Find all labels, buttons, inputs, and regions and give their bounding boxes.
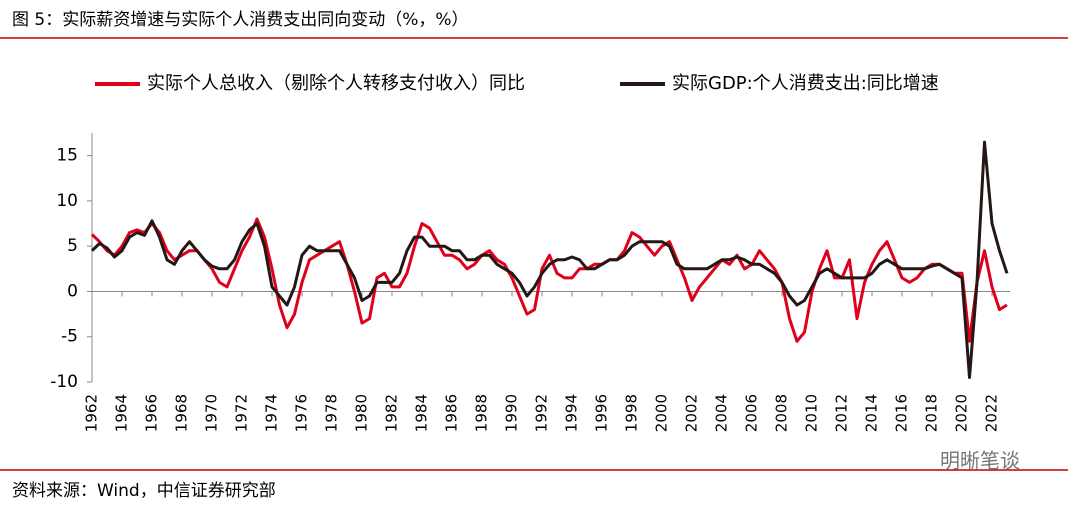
x-tick-label: 1984 bbox=[413, 394, 431, 432]
y-tick-label: -10 bbox=[50, 372, 78, 392]
legend-label: 实际GDP:个人消费支出:同比增速 bbox=[672, 73, 939, 94]
x-tick-label: 1988 bbox=[473, 394, 491, 432]
x-tick-label: 2000 bbox=[653, 394, 671, 432]
watermark: 明晰笔谈 bbox=[940, 449, 1020, 473]
legend-label: 实际个人总收入（剔除个人转移支付收入）同比 bbox=[147, 73, 525, 94]
x-tick-label: 1962 bbox=[83, 394, 101, 432]
x-tick-label: 1966 bbox=[143, 394, 161, 432]
x-tick-label: 1990 bbox=[503, 394, 521, 432]
x-tick-label: 2016 bbox=[893, 394, 911, 432]
x-tick-label: 1974 bbox=[263, 394, 281, 432]
series-line bbox=[90, 217, 1008, 343]
x-tick-label: 2002 bbox=[683, 394, 701, 432]
x-tick-label: 2010 bbox=[803, 394, 821, 432]
x-tick-label: 2004 bbox=[713, 394, 731, 432]
x-tick-label: 1980 bbox=[353, 394, 371, 432]
source: 资料来源：Wind，中信证券研究部 bbox=[12, 481, 276, 501]
series-line bbox=[90, 140, 1009, 379]
x-tick-label: 1992 bbox=[533, 394, 551, 432]
y-tick-label: -5 bbox=[61, 327, 78, 347]
x-tick-label: 1998 bbox=[623, 394, 641, 432]
x-tick-label: 1970 bbox=[203, 394, 221, 432]
y-tick-label: 0 bbox=[67, 281, 78, 301]
x-tick-label: 1972 bbox=[233, 394, 251, 432]
x-tick-label: 1996 bbox=[593, 394, 611, 432]
x-tick-label: 2018 bbox=[923, 394, 941, 432]
x-tick-label: 2022 bbox=[983, 394, 1001, 432]
y-tick-label: 15 bbox=[56, 146, 78, 166]
x-tick-label: 2020 bbox=[953, 394, 971, 432]
x-tick-label: 2012 bbox=[833, 394, 851, 432]
x-tick-label: 1964 bbox=[113, 394, 131, 432]
x-tick-label: 1986 bbox=[443, 394, 461, 432]
y-tick-label: 5 bbox=[67, 236, 78, 256]
x-tick-label: 1968 bbox=[173, 394, 191, 432]
x-tick-label: 2014 bbox=[863, 394, 881, 432]
y-tick-label: 10 bbox=[56, 191, 78, 211]
chart-title: 图 5：实际薪资增速与实际个人消费支出同向变动（%，%） bbox=[12, 10, 469, 30]
x-tick-label: 1976 bbox=[293, 394, 311, 432]
x-tick-label: 1994 bbox=[563, 394, 581, 432]
x-tick-label: 2006 bbox=[743, 394, 761, 432]
x-tick-label: 1978 bbox=[323, 394, 341, 432]
x-tick-label: 1982 bbox=[383, 394, 401, 432]
x-tick-label: 2008 bbox=[773, 394, 791, 432]
